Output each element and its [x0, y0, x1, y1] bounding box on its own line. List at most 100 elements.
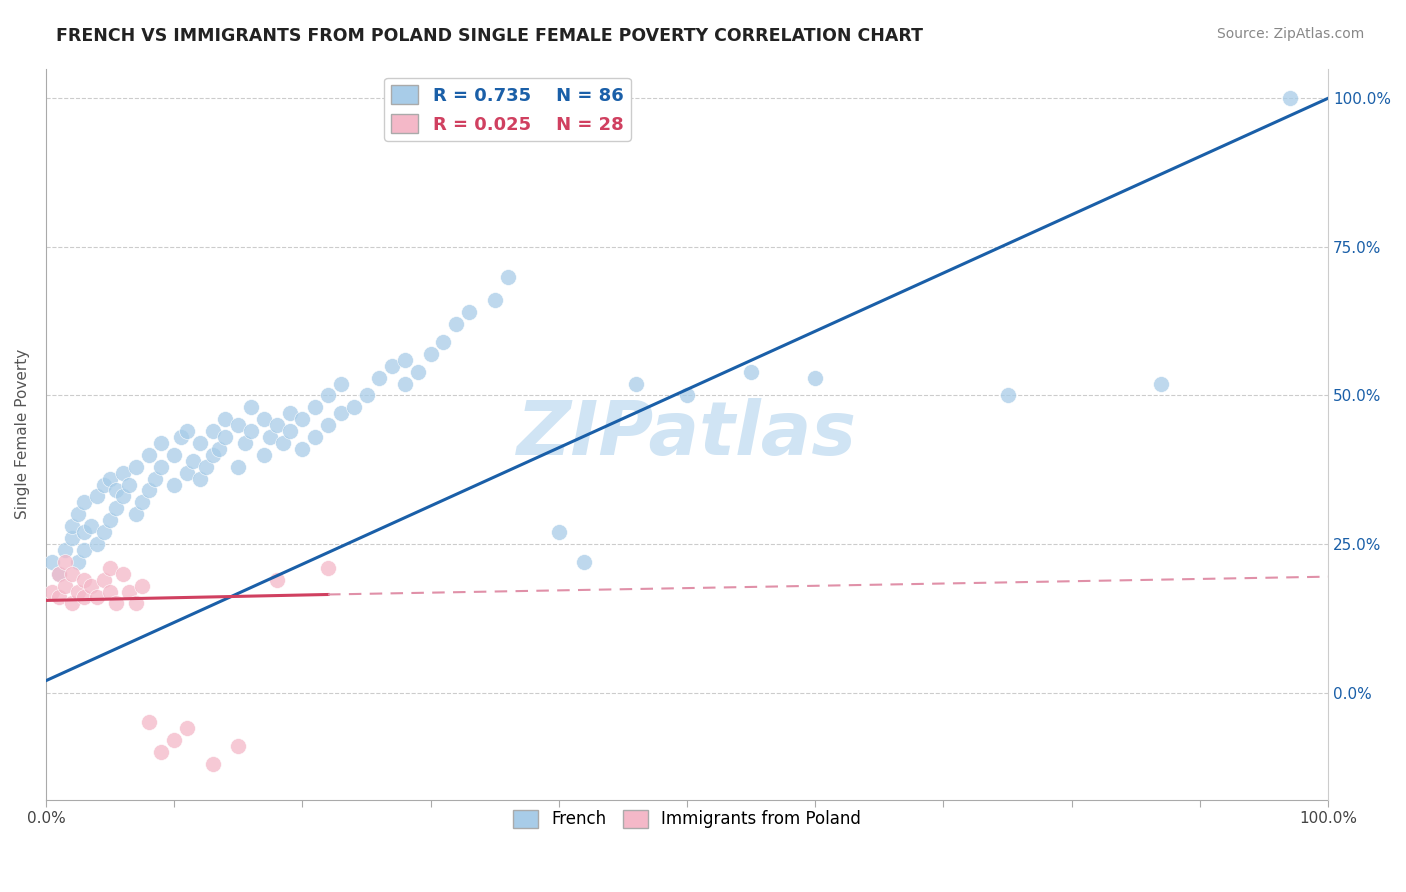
Point: [150, 745, 173, 759]
Point: [53, 578, 76, 592]
Point: [169, 430, 191, 444]
Point: [105, 483, 128, 498]
Point: [41, 584, 63, 599]
Point: [496, 269, 519, 284]
Point: [201, 756, 224, 771]
Point: [60, 566, 83, 581]
Point: [93, 477, 115, 491]
Point: [259, 430, 281, 444]
Point: [188, 436, 211, 450]
Point: [176, 466, 198, 480]
Point: [60, 519, 83, 533]
Point: [356, 388, 378, 402]
Point: [304, 401, 326, 415]
Point: [73, 542, 96, 557]
Point: [484, 293, 506, 308]
Point: [214, 412, 236, 426]
Text: FRENCH VS IMMIGRANTS FROM POLAND SINGLE FEMALE POVERTY CORRELATION CHART: FRENCH VS IMMIGRANTS FROM POLAND SINGLE …: [56, 27, 924, 45]
Point: [138, 483, 160, 498]
Point: [208, 442, 231, 456]
Point: [105, 596, 128, 610]
Point: [624, 376, 647, 391]
Point: [73, 573, 96, 587]
Point: [432, 334, 454, 349]
Point: [98, 513, 121, 527]
Point: [266, 418, 288, 433]
Point: [53, 555, 76, 569]
Point: [138, 715, 160, 730]
Point: [278, 406, 301, 420]
Point: [195, 459, 218, 474]
Point: [138, 448, 160, 462]
Point: [163, 448, 186, 462]
Point: [188, 472, 211, 486]
Point: [214, 430, 236, 444]
Legend: French, Immigrants from Poland: French, Immigrants from Poland: [506, 803, 868, 835]
Point: [201, 424, 224, 438]
Point: [125, 508, 148, 522]
Point: [86, 490, 108, 504]
Point: [240, 424, 263, 438]
Point: [1150, 376, 1173, 391]
Point: [48, 566, 70, 581]
Point: [111, 466, 134, 480]
Point: [131, 495, 153, 509]
Point: [278, 424, 301, 438]
Text: ZIPatlas: ZIPatlas: [517, 398, 858, 470]
Point: [73, 525, 96, 540]
Point: [329, 406, 352, 420]
Point: [997, 388, 1019, 402]
Point: [98, 472, 121, 486]
Point: [394, 352, 416, 367]
Point: [368, 370, 391, 384]
Point: [105, 501, 128, 516]
Point: [150, 436, 173, 450]
Point: [86, 537, 108, 551]
Point: [1278, 91, 1301, 105]
Point: [233, 436, 256, 450]
Point: [291, 442, 314, 456]
Point: [226, 459, 249, 474]
Point: [66, 508, 89, 522]
Point: [291, 412, 314, 426]
Point: [150, 459, 173, 474]
Point: [304, 430, 326, 444]
Point: [574, 555, 596, 569]
Point: [547, 525, 569, 540]
Point: [266, 573, 288, 587]
Text: Source: ZipAtlas.com: Source: ZipAtlas.com: [1216, 27, 1364, 41]
Point: [93, 525, 115, 540]
Point: [176, 721, 198, 735]
Point: [163, 477, 186, 491]
Point: [271, 436, 294, 450]
Point: [48, 591, 70, 605]
Point: [125, 459, 148, 474]
Point: [111, 490, 134, 504]
Point: [131, 578, 153, 592]
Point: [66, 555, 89, 569]
Point: [80, 519, 103, 533]
Point: [86, 591, 108, 605]
Point: [419, 347, 441, 361]
Point: [125, 596, 148, 610]
Point: [406, 365, 429, 379]
Point: [53, 542, 76, 557]
Point: [98, 560, 121, 574]
Point: [183, 454, 205, 468]
Point: [66, 584, 89, 599]
Point: [740, 365, 762, 379]
Point: [226, 739, 249, 753]
Point: [316, 560, 339, 574]
Point: [48, 566, 70, 581]
Point: [111, 566, 134, 581]
Point: [41, 555, 63, 569]
Point: [458, 305, 481, 319]
Point: [176, 424, 198, 438]
Point: [226, 418, 249, 433]
Point: [163, 733, 186, 747]
Point: [201, 448, 224, 462]
Point: [240, 401, 263, 415]
Point: [316, 418, 339, 433]
Point: [93, 573, 115, 587]
Point: [804, 370, 827, 384]
